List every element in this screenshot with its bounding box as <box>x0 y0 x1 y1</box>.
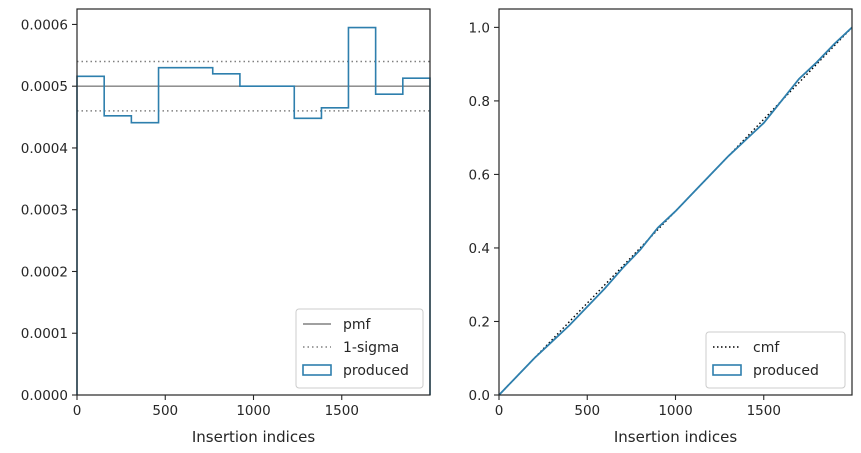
x-axis-ticks: 0 500 1000 1500 <box>495 395 781 419</box>
y-tick-label: 0.0003 <box>21 203 68 219</box>
plot-series <box>498 26 853 396</box>
plot-series <box>76 26 431 395</box>
legend: cmf produced <box>705 331 846 389</box>
legend-label: 1-sigma <box>343 340 399 356</box>
y-axis-ticks: 0.0000 0.0001 0.0002 0.0003 0.0004 0.0005 0.00… <box>21 17 77 404</box>
y-tick-label: 0.0005 <box>21 79 68 95</box>
y-tick-label: 0.2 <box>469 314 490 330</box>
legend-box <box>295 308 424 389</box>
x-tick-label: 0 <box>73 403 82 419</box>
cmf-line <box>498 26 853 396</box>
legend-label: cmf <box>753 340 780 356</box>
legend-swatch-produced <box>712 364 742 376</box>
y-tick-label: 0.8 <box>469 94 490 110</box>
x-tick-label: 1000 <box>236 403 270 419</box>
y-tick-label: 0.0006 <box>21 17 68 33</box>
y-tick-label: 0.0000 <box>21 388 68 404</box>
legend-swatch-produced <box>302 364 332 376</box>
x-tick-label: 0 <box>495 403 504 419</box>
produced-cumulative-line <box>498 26 853 396</box>
y-tick-label: 0.0004 <box>21 141 68 157</box>
legend-label: pmf <box>343 317 372 333</box>
x-tick-label: 1000 <box>658 403 692 419</box>
produced-step-series <box>76 26 431 395</box>
y-tick-label: 0.6 <box>469 167 490 183</box>
y-tick-label: 0.0 <box>469 388 490 404</box>
x-axis-ticks: 0 500 1000 1500 <box>73 395 359 419</box>
x-tick-label: 1500 <box>325 403 359 419</box>
x-axis-label: Insertion indices <box>192 428 315 446</box>
y-tick-label: 0.0002 <box>21 264 68 280</box>
y-tick-label: 0.0001 <box>21 326 68 342</box>
x-tick-label: 1500 <box>747 403 781 419</box>
x-tick-label: 500 <box>152 403 178 419</box>
y-tick-label: 0.4 <box>469 241 490 257</box>
y-axis-ticks: 0.0 0.2 0.4 0.6 0.8 1.0 <box>469 20 499 404</box>
pmf-histogram-chart: 0 500 1000 1500 0.00000.00010.00020.00030.0… <box>21 8 431 446</box>
cmf-cumulative-chart: 0 500 1000 1500 0.0 0.2 0.4 0.6 0.8 1.0 Insertio… <box>469 8 853 446</box>
x-tick-label: 500 <box>574 403 600 419</box>
x-axis-label: Insertion indices <box>614 428 737 446</box>
legend-label: produced <box>753 363 819 379</box>
legend-label: produced <box>343 363 409 379</box>
legend: pmf 1-sigma produced <box>295 308 424 389</box>
y-tick-label: 1.0 <box>469 20 490 36</box>
